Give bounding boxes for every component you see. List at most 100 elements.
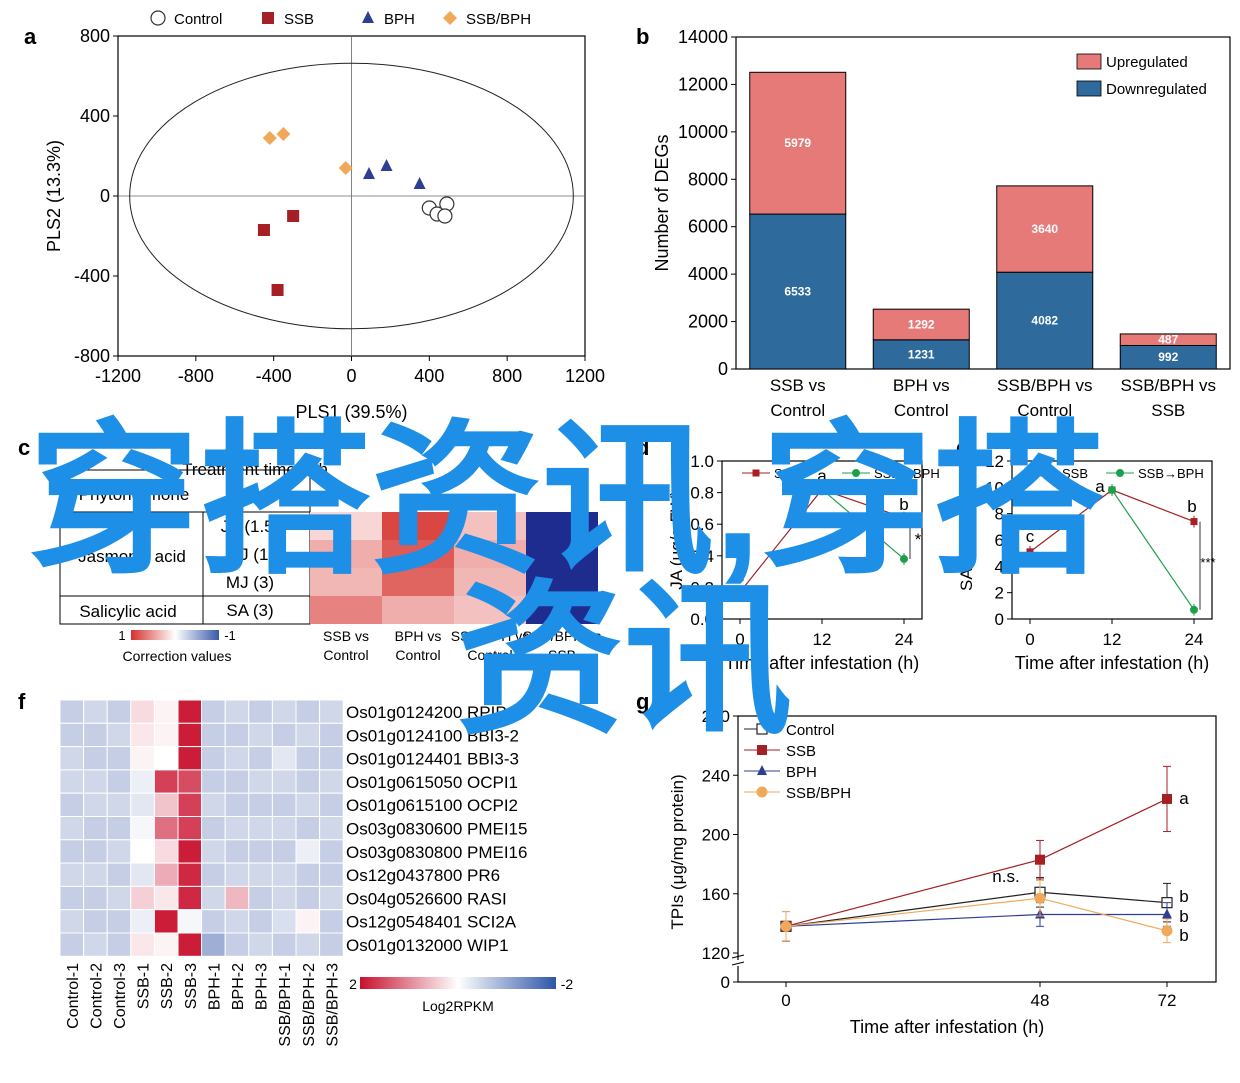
point-ssb-bph	[276, 127, 291, 141]
y-tick-label: 240	[702, 766, 730, 785]
heatmap-cell	[295, 699, 321, 724]
y-tick-label: -400	[74, 266, 110, 286]
heatmap-cell	[153, 816, 179, 841]
heatmap-cell	[153, 722, 179, 748]
y-tick-label: 160	[702, 885, 730, 904]
significance-label: c	[1026, 527, 1035, 546]
heatmap-cell	[295, 722, 321, 748]
plot-frame	[735, 36, 1231, 370]
heatmap-cell	[319, 932, 344, 957]
sample-label: BPH-2	[230, 963, 247, 1010]
panel-letter-b: b	[636, 24, 649, 49]
data-point	[736, 588, 744, 596]
data-point	[1162, 908, 1172, 919]
y-axis-label: SA (ng/g FW)	[957, 489, 976, 591]
heatmap-cell	[106, 839, 132, 864]
data-point	[780, 920, 792, 932]
heatmap-cell	[310, 568, 382, 596]
legend-marker	[1116, 469, 1124, 477]
column-label: SSB vs	[323, 628, 369, 644]
heatmap-cell	[454, 540, 526, 568]
significance-label: a	[1095, 477, 1105, 496]
heatmap-cell	[130, 722, 155, 748]
heatmap-cell	[83, 816, 108, 841]
y-tick-label: 800	[80, 26, 110, 46]
heatmap-cell	[177, 722, 203, 748]
heatmap-cell	[526, 568, 598, 596]
significance-label: b	[1179, 926, 1188, 945]
heatmap-cell	[201, 909, 226, 934]
watermark-line-2: 资讯	[456, 569, 792, 754]
bar-data-label: 1231	[908, 347, 935, 361]
heatmap-cell	[271, 862, 297, 887]
bar-segment-upregulated	[872, 308, 970, 341]
sample-label: SSB/BPH-2	[301, 963, 318, 1047]
heatmap-cell	[271, 699, 297, 724]
heatmap-cell	[83, 839, 108, 864]
heatmap-cell	[177, 932, 203, 957]
heatmap-cell	[59, 722, 85, 748]
point-bph	[363, 167, 376, 179]
sample-label: Control-2	[88, 963, 105, 1029]
gene-label: Os12g0437800 PR6	[346, 866, 500, 885]
heatmap-cell	[201, 792, 226, 818]
bar-segment-upregulated	[996, 185, 1094, 273]
point-ssb-bph	[262, 131, 277, 145]
x-tick-label: SSB/BPH vs	[1121, 376, 1216, 395]
bar-segment-downregulated	[872, 339, 970, 370]
y-tick-label: 0.6	[690, 515, 714, 534]
y-tick-label: 8	[995, 505, 1004, 524]
sample-label: SSB-1	[136, 963, 153, 1009]
significance-label: b	[1179, 887, 1188, 906]
y-tick-label: 12000	[678, 74, 728, 94]
heatmap-cell	[201, 769, 226, 794]
heatmap-cell	[271, 839, 297, 864]
data-point	[1034, 892, 1046, 904]
heatmap-cell	[201, 839, 226, 864]
significance-label: n.s.	[992, 867, 1019, 886]
panel-b-deg-bar-chart: 0 2000 4000 6000 8000 10000 12000 14000 Number o…	[652, 27, 1231, 420]
heatmap-cell	[177, 885, 203, 911]
sample-label: Control-1	[65, 963, 82, 1029]
heatmap-cell	[59, 746, 85, 771]
gene-label: Os04g0526600 RASI	[346, 889, 507, 908]
heatmap-cell	[177, 839, 203, 864]
y-axis-label: JA (μg/g FW)	[667, 490, 686, 590]
heatmap-cell	[130, 746, 155, 771]
x-tick-label: 0	[735, 630, 744, 649]
row-label: MJ (1)	[226, 545, 274, 564]
heatmap-cell	[83, 792, 108, 818]
heatmap-cell	[319, 722, 344, 748]
heatmap-cell	[153, 699, 179, 724]
data-point	[900, 554, 908, 563]
sample-label: Control-3	[112, 963, 129, 1029]
heatmap-cell	[177, 816, 203, 841]
legend-label: Downregulated	[1106, 81, 1207, 98]
x-tick-label: 800	[492, 366, 522, 386]
heatmap-cell	[295, 909, 321, 934]
heatmap-cell	[319, 699, 344, 724]
heatmap-cell	[295, 769, 321, 794]
bar-segment-downregulated	[749, 213, 847, 370]
heatmap-cell	[59, 769, 85, 794]
heatmap-cell	[224, 769, 250, 794]
heatmap-cell	[83, 699, 108, 724]
x-axis-label: Time after infestation (h)	[1015, 653, 1209, 673]
bar-data-label: 4082	[1031, 314, 1058, 328]
x-tick-label: -800	[178, 366, 214, 386]
significance-label: b	[899, 495, 908, 514]
scale-label-max: 2	[349, 976, 357, 992]
y-tick-label: 8000	[688, 169, 728, 189]
legend-marker	[262, 12, 274, 24]
heatmap-cell	[454, 596, 526, 624]
heatmap-cell	[59, 862, 85, 887]
heatmap-cell	[201, 816, 226, 841]
data-point	[900, 514, 908, 522]
legend-label: Upregulated	[1106, 54, 1188, 71]
heatmap-cell	[106, 792, 132, 818]
x-tick-label: 24	[1185, 630, 1204, 649]
y-tick-label: 0.8	[690, 484, 714, 503]
point-control	[437, 208, 453, 224]
series-line-1	[1111, 489, 1195, 611]
data-point	[1161, 925, 1173, 937]
